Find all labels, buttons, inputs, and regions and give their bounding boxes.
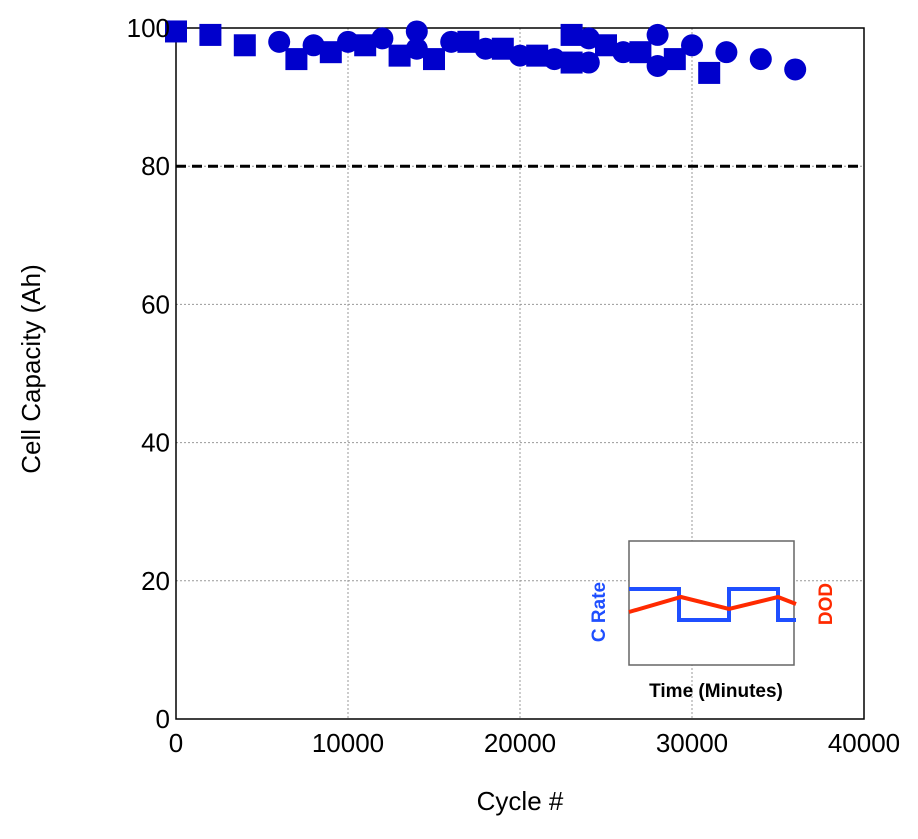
data-point-circle — [440, 30, 463, 53]
y-tick-labels: 0 20 40 60 80 100 — [127, 13, 170, 734]
data-point-square — [423, 48, 445, 71]
x-tick-labels: 0 10000 20000 30000 40000 — [169, 728, 900, 758]
data-point-square — [388, 44, 411, 67]
data-point-circle — [337, 30, 359, 53]
inset-c-rate-label: C Rate — [589, 582, 610, 642]
y-tick-label: 60 — [141, 289, 170, 319]
data-point-circle — [405, 20, 428, 43]
data-point-square — [233, 34, 256, 57]
data-point-circle — [784, 58, 807, 81]
data-point-circle — [646, 55, 669, 78]
data-point-circle — [543, 48, 566, 71]
data-point-square — [560, 23, 583, 46]
data-point-circle — [715, 41, 738, 64]
y-tick-label: 40 — [141, 428, 170, 458]
data-point-square — [319, 41, 342, 64]
plot-frame — [175, 27, 865, 720]
x-tick-label: 20000 — [484, 728, 556, 758]
y-tick-label: 0 — [156, 704, 170, 734]
data-point-circle — [371, 27, 394, 50]
x-tick-label: 0 — [169, 728, 183, 758]
data-point-square — [457, 30, 480, 53]
data-point-circle — [612, 41, 635, 64]
x-axis-label: Cycle # — [477, 786, 564, 816]
y-tick-label: 80 — [141, 151, 170, 181]
data-point-circle — [509, 44, 531, 67]
y-axis-label: Cell Capacity (Ah) — [16, 264, 46, 474]
inset-c-rate-line — [629, 587, 796, 622]
data-point-circle — [302, 34, 325, 57]
data-point-square — [526, 44, 549, 67]
data-point-square — [698, 61, 721, 84]
data-point-circle — [646, 23, 669, 46]
data-point-circle — [474, 37, 497, 60]
data-point-circle — [268, 30, 291, 53]
data-point-square — [560, 51, 583, 74]
data-point-circle — [405, 37, 428, 60]
x-tick-label: 10000 — [312, 728, 384, 758]
x-tick-label: 30000 — [656, 728, 728, 758]
x-tick-label: 40000 — [828, 728, 900, 758]
data-point-square — [199, 23, 222, 46]
inset-dod-label: DOD — [816, 583, 837, 625]
inset-plot: C Rate DOD Time (Minutes) — [589, 540, 837, 702]
data-point-circle — [681, 34, 703, 57]
inset-dod-line — [628, 594, 797, 614]
inset-x-label: Time (Minutes) — [649, 681, 783, 702]
data-point-circle — [577, 51, 600, 74]
data-point-square — [663, 48, 686, 71]
data-point-square — [595, 34, 617, 57]
y-tick-label: 20 — [141, 566, 170, 596]
data-point-circle — [749, 48, 772, 71]
data-point-square — [491, 37, 514, 60]
data-point-square — [629, 41, 652, 64]
data-point-square — [354, 34, 377, 57]
y-tick-label: 100 — [127, 13, 170, 43]
data-points — [165, 20, 807, 84]
data-point-square — [285, 48, 308, 71]
data-point-circle — [577, 27, 600, 50]
data-point-square — [165, 20, 187, 43]
